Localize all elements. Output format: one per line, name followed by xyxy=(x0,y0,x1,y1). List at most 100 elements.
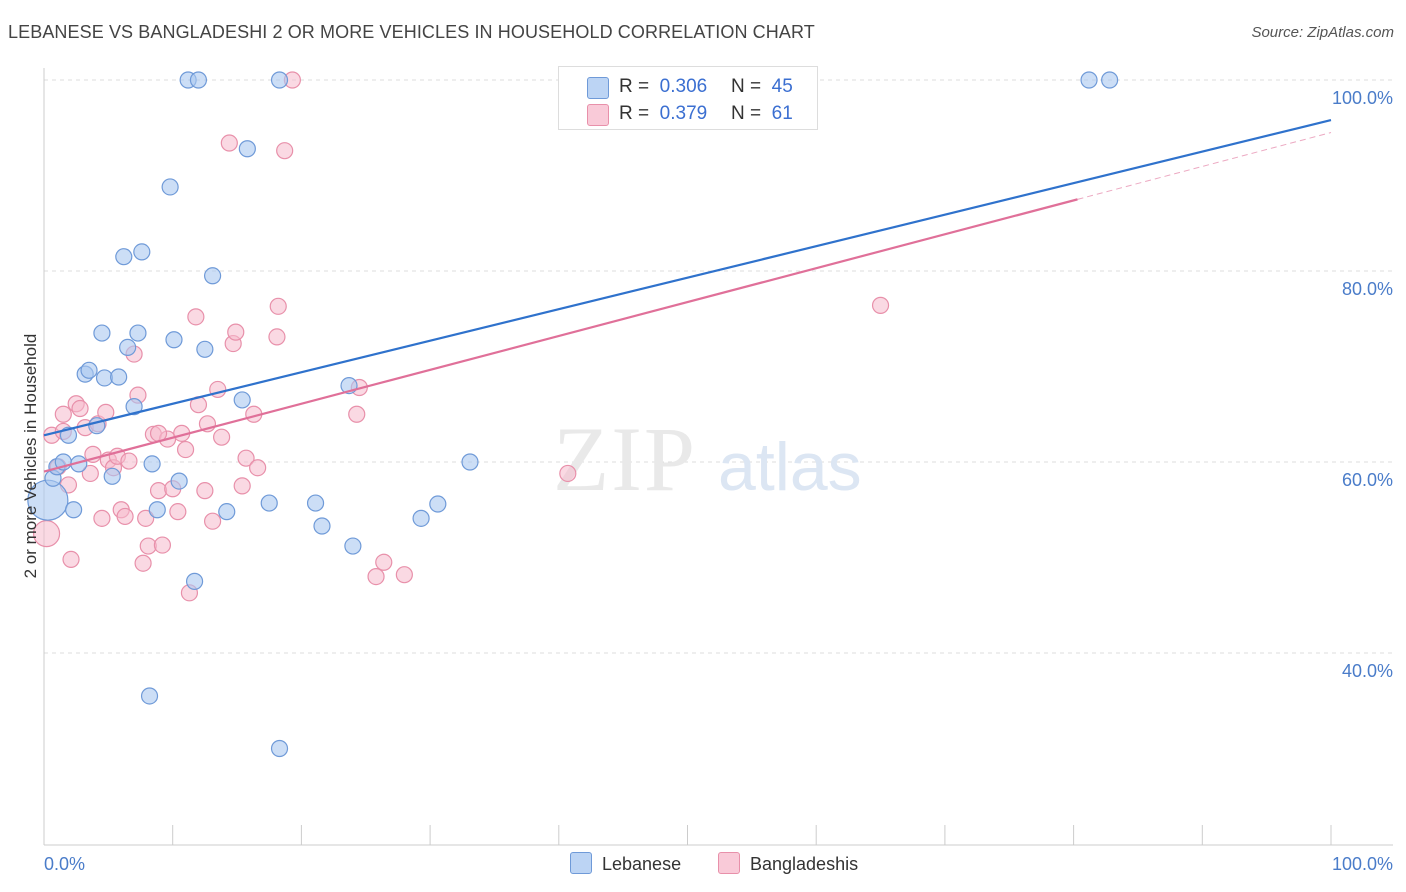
lebanese-point xyxy=(313,517,331,535)
y-tick-label: 40.0% xyxy=(1342,661,1393,681)
lebanese-point xyxy=(65,501,83,519)
bangladeshi-point xyxy=(268,328,286,346)
bangladeshi-point xyxy=(93,509,111,527)
bangladeshi-trend-extension xyxy=(1077,132,1332,200)
bangladeshi-point xyxy=(187,308,205,326)
lebanese-point xyxy=(148,501,166,519)
bangladeshi-point xyxy=(169,503,187,521)
y-tick-label: 80.0% xyxy=(1342,279,1393,299)
lebanese-point xyxy=(103,467,121,485)
bottom-legend-swatch-bangladeshi xyxy=(718,852,740,874)
legend-r-value: 0.306 xyxy=(659,76,708,97)
lebanese-point xyxy=(218,503,236,521)
lebanese-point xyxy=(196,340,214,358)
watermark: ZIP atlas xyxy=(553,408,862,510)
lebanese-trend-line xyxy=(43,119,1332,437)
bangladeshi-point xyxy=(137,509,155,527)
bangladeshi-point xyxy=(871,296,890,314)
bangladeshi-point xyxy=(213,428,231,446)
bangladeshi-point xyxy=(269,297,287,315)
y-axis-label: 2 or more Vehicles in Household xyxy=(21,334,40,579)
bangladeshi-point xyxy=(81,464,99,483)
bangladeshi-point xyxy=(149,482,168,500)
lebanese-point xyxy=(233,391,251,409)
lebanese-point xyxy=(143,455,161,473)
legend-r-value: 0.379 xyxy=(659,103,708,124)
lebanese-point xyxy=(270,71,289,89)
bangladeshi-trend-line xyxy=(43,198,1078,473)
lebanese-point xyxy=(165,331,183,349)
x-tick-label-right: 100.0% xyxy=(1332,854,1393,874)
lebanese-point xyxy=(170,472,188,490)
bangladeshi-point xyxy=(395,566,413,584)
bangladeshi-point xyxy=(176,440,195,459)
bangladeshi-point xyxy=(348,405,366,423)
lebanese-point xyxy=(189,71,208,89)
lebanese-point xyxy=(260,494,278,512)
watermark-atlas: atlas xyxy=(718,429,862,505)
legend-r-label: R = xyxy=(619,103,650,124)
lebanese-point xyxy=(306,494,325,512)
lebanese-point xyxy=(119,338,137,356)
bangladeshi-point xyxy=(203,512,222,530)
chart-title: LEBANESE VS BANGLADESHI 2 OR MORE VEHICL… xyxy=(8,22,815,42)
bottom-legend-label-lebanese: Lebanese xyxy=(602,854,682,874)
lebanese-point xyxy=(95,369,114,387)
lebanese-point xyxy=(140,687,159,705)
grid-lines xyxy=(44,79,1393,654)
lebanese-point xyxy=(115,248,133,266)
lebanese-point xyxy=(1101,71,1119,89)
lebanese-point xyxy=(129,324,147,342)
bangladeshi-point xyxy=(116,507,134,526)
axes xyxy=(43,68,1393,846)
lebanese-point xyxy=(1080,71,1098,89)
bottom-legend-lebanese: Lebanese xyxy=(570,852,681,875)
y-tick-labels: 40.0% 60.0% 80.0% 100.0% xyxy=(1332,88,1393,681)
bangladeshi-point xyxy=(120,452,138,470)
lebanese-point xyxy=(238,140,256,158)
legend-n-label: N = xyxy=(731,103,762,124)
lebanese-point xyxy=(270,739,289,758)
bangladeshi-point xyxy=(249,459,267,477)
bangladeshi-point xyxy=(62,550,80,569)
watermark-zip: ZIP xyxy=(553,408,697,510)
lebanese-point xyxy=(80,361,98,379)
bangladeshi-point xyxy=(139,537,157,555)
bangladeshi-point xyxy=(153,536,172,554)
correlation-legend: R = 0.306 N = 45 R = 0.379 N = 61 xyxy=(558,66,818,130)
lebanese-point xyxy=(344,537,362,555)
legend-n-label: N = xyxy=(731,76,762,97)
legend-swatch-lebanese xyxy=(587,77,609,99)
bangladeshi-point xyxy=(237,449,255,467)
legend-r-label: R = xyxy=(619,76,650,97)
bangladeshi-point xyxy=(54,405,72,423)
lebanese-point xyxy=(185,572,204,590)
lebanese-point xyxy=(110,368,128,386)
bangladeshi-point xyxy=(233,477,251,495)
bottom-legend-label-bangladeshi: Bangladeshis xyxy=(750,854,859,874)
bangladeshi-point xyxy=(134,554,152,572)
x-tick-label-left: 0.0% xyxy=(44,854,85,874)
legend-n-value: 61 xyxy=(771,103,793,124)
source-label: Source: ZipAtlas.com xyxy=(1251,24,1394,41)
bangladeshi-point xyxy=(367,567,385,586)
lebanese-point xyxy=(412,509,430,527)
bangladeshi-points xyxy=(32,71,890,602)
lebanese-point xyxy=(125,398,143,416)
lebanese-point xyxy=(93,324,111,342)
bottom-legend-bangladeshi: Bangladeshis xyxy=(718,852,858,875)
lebanese-point xyxy=(161,178,179,196)
legend-n-value: 45 xyxy=(771,76,793,97)
legend-swatch-bangladeshi xyxy=(587,104,609,126)
bangladeshi-point xyxy=(276,142,294,160)
lebanese-point xyxy=(203,267,222,285)
y-tick-label: 100.0% xyxy=(1332,88,1393,108)
bangladeshi-point xyxy=(559,464,577,483)
bottom-legend-swatch-lebanese xyxy=(570,852,592,874)
lebanese-point xyxy=(429,495,447,513)
trend-lines xyxy=(43,119,1332,473)
bangladeshi-point xyxy=(71,399,89,418)
bangladeshi-point xyxy=(196,482,214,500)
bangladeshi-point xyxy=(227,323,245,341)
